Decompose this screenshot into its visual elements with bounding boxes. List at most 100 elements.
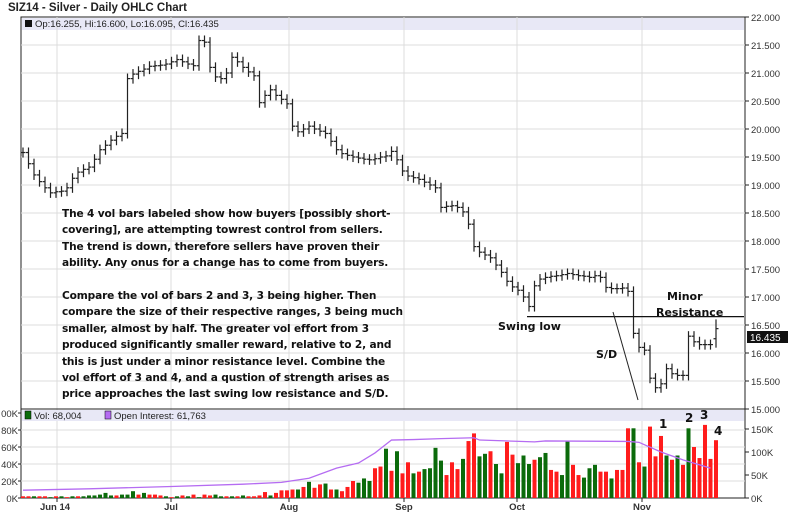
volume-bar — [681, 464, 685, 498]
volume-panel — [20, 408, 746, 499]
volume-bar — [65, 497, 69, 498]
ohlc-bar — [81, 164, 86, 178]
volume-bar — [257, 495, 262, 498]
volume-bar — [510, 454, 515, 498]
volume-bar — [384, 448, 388, 498]
ohlc-bar — [97, 144, 103, 165]
ohlc-bar — [169, 56, 174, 70]
volume-bar — [290, 489, 295, 498]
ohlc-bar — [37, 169, 42, 187]
volume-bar — [186, 496, 190, 498]
volume-bar — [142, 492, 146, 498]
ohlc-bar — [218, 71, 224, 84]
volume-bar — [334, 489, 339, 498]
volume-bar — [98, 494, 102, 498]
volume-bar — [604, 471, 608, 498]
volume-bar — [109, 495, 113, 498]
volume-bar — [411, 473, 416, 498]
volume-bar — [131, 491, 135, 498]
volume-bar — [329, 489, 333, 498]
volume-bar — [87, 495, 91, 498]
ohlc-bar — [312, 121, 317, 135]
ohlc-bar — [26, 147, 31, 169]
price-tick-label: 18.000 — [751, 237, 780, 248]
ohlc-bar — [284, 94, 290, 109]
volume-bar — [659, 435, 663, 498]
volume-bar — [356, 482, 361, 498]
ohlc-bar — [702, 339, 708, 350]
price-bars — [20, 35, 719, 393]
price-tick-label: 16.500 — [751, 321, 780, 332]
volume-bar — [648, 426, 652, 498]
price-tick-label: 16.000 — [751, 349, 780, 360]
ohlc-bar — [543, 272, 548, 285]
volume-tick-label: 00K — [1, 409, 19, 420]
ohlc-bar — [581, 270, 587, 282]
price-tick-label: 20.500 — [751, 97, 780, 108]
oi-tick-label: 100K — [751, 448, 774, 459]
price-tick-label: 19.000 — [751, 181, 780, 192]
volume-bar — [362, 478, 366, 498]
ohlc-bar — [576, 269, 581, 281]
volume-bar — [406, 462, 410, 498]
ohlc-bar — [246, 62, 251, 77]
ohlc-bar — [411, 171, 416, 183]
volume-bar — [373, 468, 377, 498]
volume-bar — [494, 464, 498, 498]
volume-bar — [268, 495, 273, 498]
volume-bar — [285, 490, 289, 498]
volume-bar — [21, 496, 25, 498]
ohlc-bar — [625, 283, 631, 297]
ohlc-bar — [515, 281, 521, 296]
volume-bar — [389, 470, 394, 498]
ohlc-bar — [603, 272, 609, 293]
volume-bar — [417, 471, 421, 498]
volume-bar — [340, 491, 344, 498]
volume-bar — [301, 486, 306, 498]
oi-tick-label: 0K — [751, 494, 763, 505]
ohlc-bar — [323, 126, 328, 139]
volume-gridlines — [21, 429, 745, 482]
volume-bar — [103, 492, 108, 498]
volume-bar — [532, 459, 537, 498]
date-tick-label: Sep — [395, 502, 413, 513]
ohlc-bar — [141, 64, 147, 77]
note-line: The trend is down, therefore sellers hav… — [62, 240, 380, 253]
volume-tick-label: 20K — [1, 477, 19, 488]
ohlc-bar — [367, 154, 372, 165]
volume-bar — [708, 458, 713, 498]
ohlc-bar — [444, 201, 449, 213]
ohlc-bar — [460, 202, 466, 217]
ohlc-bar — [713, 319, 719, 348]
volume-bar — [400, 473, 405, 498]
volume-bar — [263, 492, 267, 498]
volume-bar — [81, 496, 86, 498]
volume-bar — [164, 496, 168, 498]
price-tick-label: 15.000 — [751, 405, 780, 416]
note-line: this is just under a minor resistance le… — [62, 355, 386, 368]
price-tick-label: 19.500 — [751, 153, 780, 164]
volume-bar — [450, 462, 454, 498]
ohlc-bar — [609, 282, 614, 294]
note-line: smaller, almost by half. The greater vol… — [62, 322, 369, 335]
volume-bar — [235, 496, 240, 498]
ohlc-bar — [103, 140, 108, 155]
price-tick-label: 17.000 — [751, 293, 780, 304]
volume-bar — [43, 496, 47, 498]
ohlc-bar — [202, 35, 207, 48]
volume-tick-label: 0K — [6, 494, 18, 505]
ohlc-bar — [433, 179, 438, 193]
ohlc-bar — [20, 147, 26, 158]
volume-bar — [213, 494, 218, 498]
volume-bars — [21, 424, 718, 498]
volume-bar — [521, 455, 526, 498]
note-line: covering], are attempting towrest contro… — [62, 224, 383, 237]
volume-bar — [241, 495, 245, 498]
volume-bar — [296, 489, 300, 498]
ohlc-bar — [213, 62, 218, 82]
ohlc-bar — [438, 182, 444, 213]
ohlc-bar — [482, 247, 488, 261]
volume-bar — [571, 464, 575, 498]
ohlc-bar — [273, 84, 279, 101]
volume-bar — [631, 428, 636, 498]
